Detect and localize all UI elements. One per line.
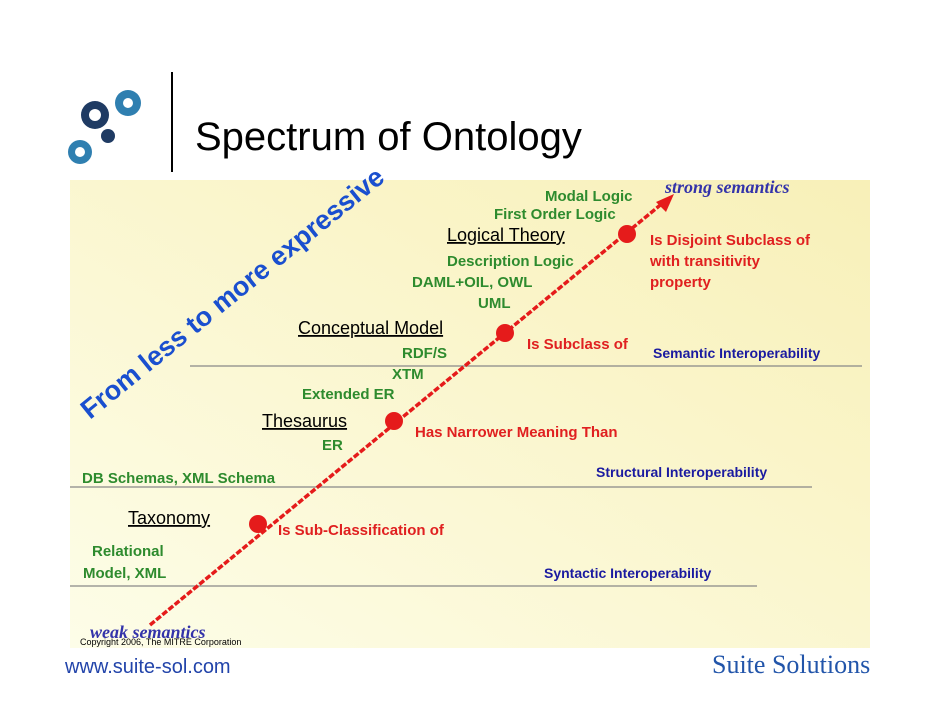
interoperability: Syntactic Interoperability [544, 565, 711, 581]
relation: property [650, 274, 712, 291]
relation: with transitivity [649, 253, 761, 270]
technology: RDF/S [402, 345, 447, 362]
url: www.suite-sol.com [64, 656, 231, 678]
technology: ER [322, 437, 343, 454]
technology: First Order Logic [494, 206, 616, 223]
technology: DAML+OIL, OWL [412, 274, 532, 291]
interoperability: Semantic Interoperability [653, 345, 820, 361]
logo [68, 90, 141, 164]
technology: Extended ER [302, 386, 395, 403]
interoperability: Structural Interoperability [596, 464, 767, 480]
level: Logical Theory [447, 225, 565, 245]
arrow [148, 200, 666, 627]
level-dot [618, 225, 636, 243]
technology: XTM [392, 366, 424, 383]
relation: Is Disjoint Subclass of [650, 232, 811, 249]
level: Taxonomy [128, 508, 210, 528]
level: Conceptual Model [298, 318, 443, 338]
level: Thesaurus [262, 411, 347, 431]
technology: DB Schemas, XML Schema [82, 470, 276, 487]
technology: Model, XML [83, 565, 166, 582]
technology: Modal Logic [545, 188, 633, 205]
relation: Is Sub-Classification of [278, 522, 445, 539]
technology: Description Logic [447, 253, 574, 270]
level-dot [496, 324, 514, 342]
title: Spectrum of Ontology [195, 115, 582, 159]
weak-semantics: weak semantics [90, 622, 206, 642]
technology: UML [478, 295, 511, 312]
technology: Relational [92, 543, 164, 560]
strong-semantics: strong semantics [664, 177, 790, 197]
relation: Is Subclass of [527, 336, 629, 353]
arrow-head [656, 194, 674, 212]
level-dot [385, 412, 403, 430]
panel [70, 180, 870, 648]
copyright: Copyright 2006, The MITRE Corporation [80, 637, 241, 647]
level-dot [249, 515, 267, 533]
relation: Has Narrower Meaning Than [415, 424, 618, 441]
company: Suite Solutions [712, 650, 870, 679]
